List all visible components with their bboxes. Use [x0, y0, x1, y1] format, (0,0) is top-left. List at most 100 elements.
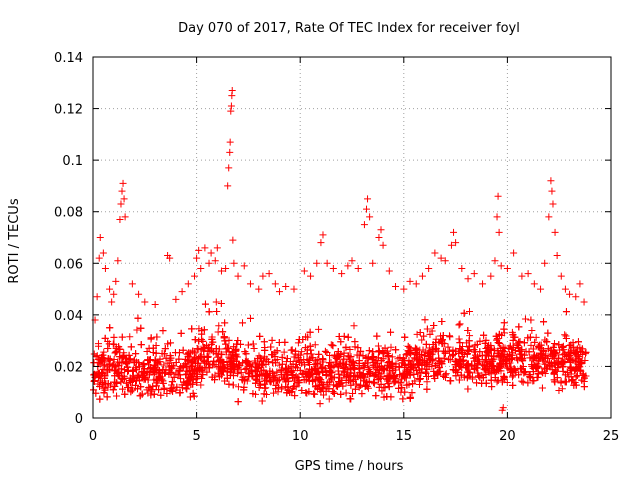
data-point-peak: [121, 213, 129, 221]
data-point: [307, 346, 315, 354]
data-point: [122, 379, 130, 387]
data-point: [256, 370, 264, 378]
data-point: [298, 348, 306, 356]
data-point-peak: [450, 228, 458, 236]
data-point: [267, 378, 275, 386]
data-point: [161, 369, 169, 377]
data-point: [261, 380, 269, 388]
data-point: [429, 355, 437, 363]
data-point: [242, 350, 250, 358]
data-point: [346, 364, 354, 372]
data-point: [132, 366, 140, 374]
data-point: [305, 356, 313, 364]
data-point-peak: [96, 234, 104, 241]
data-point: [455, 349, 463, 357]
data-point: [260, 357, 268, 365]
data-point-peak: [338, 270, 346, 278]
data-point-peak: [441, 257, 449, 265]
data-point: [212, 298, 220, 306]
data-point: [569, 376, 577, 384]
data-point: [175, 355, 183, 363]
data-point: [478, 352, 486, 360]
data-point: [479, 361, 487, 369]
data-point: [557, 379, 565, 387]
data-point-peak: [518, 272, 526, 280]
data-point: [203, 368, 211, 376]
data-point: [130, 359, 138, 367]
data-point: [337, 390, 345, 398]
data-point: [185, 349, 193, 357]
data-point: [371, 371, 379, 379]
data-point: [154, 377, 162, 385]
data-point: [318, 381, 326, 389]
data-point: [544, 329, 552, 337]
data-point: [352, 380, 360, 388]
data-point: [402, 374, 410, 382]
data-point: [508, 368, 516, 376]
data-point-peak: [93, 293, 101, 301]
data-point: [121, 390, 129, 398]
data-point: [464, 385, 472, 393]
data-point: [417, 369, 425, 377]
data-point: [415, 366, 423, 374]
data-point: [213, 308, 221, 316]
data-point: [96, 382, 104, 390]
data-point: [518, 377, 526, 385]
data-point: [156, 355, 164, 363]
data-point: [465, 368, 473, 376]
data-point: [253, 375, 261, 383]
data-point-peak: [329, 264, 337, 272]
data-point-peak: [366, 213, 374, 221]
data-point-peak: [135, 290, 143, 298]
data-point-peak: [205, 259, 213, 267]
data-point: [572, 381, 580, 389]
data-point: [149, 349, 157, 357]
data-point: [289, 360, 297, 368]
data-point: [232, 346, 240, 354]
data-point: [430, 322, 438, 330]
data-point: [342, 344, 350, 352]
data-point: [275, 361, 283, 369]
data-point-peak: [116, 215, 124, 223]
y-tick-label: 0.08: [54, 206, 83, 221]
data-point: [337, 338, 345, 346]
data-point: [198, 374, 206, 382]
data-point: [215, 322, 223, 330]
data-point: [212, 344, 220, 352]
data-point: [177, 375, 185, 383]
data-point: [538, 368, 546, 376]
data-point-peak: [234, 272, 242, 280]
data-point: [577, 367, 585, 375]
x-axis-label: GPS time / hours: [295, 459, 404, 474]
data-point: [214, 350, 222, 358]
data-point: [106, 365, 114, 373]
data-point: [126, 355, 134, 363]
data-point: [325, 395, 333, 403]
data-point: [113, 392, 121, 400]
data-point: [384, 361, 392, 369]
data-point: [452, 372, 460, 380]
data-point: [358, 390, 366, 398]
data-point: [416, 355, 424, 363]
data-point: [157, 391, 165, 399]
data-point: [129, 372, 137, 380]
data-point: [188, 325, 196, 333]
data-point: [320, 391, 328, 399]
data-point: [183, 385, 191, 393]
data-point: [278, 385, 286, 393]
data-point: [90, 377, 98, 385]
data-point: [247, 314, 255, 322]
data-point: [562, 335, 570, 343]
data-point: [530, 377, 538, 385]
data-point: [351, 385, 359, 393]
data-point: [389, 367, 397, 375]
data-point-peak: [217, 267, 225, 275]
data-point: [365, 347, 373, 355]
data-point: [136, 392, 144, 400]
data-point-peak: [213, 244, 221, 252]
data-point: [111, 349, 119, 357]
data-point: [380, 393, 388, 401]
data-point: [305, 372, 313, 380]
y-tick-label: 0.04: [54, 309, 83, 324]
data-point-peak: [227, 102, 235, 110]
